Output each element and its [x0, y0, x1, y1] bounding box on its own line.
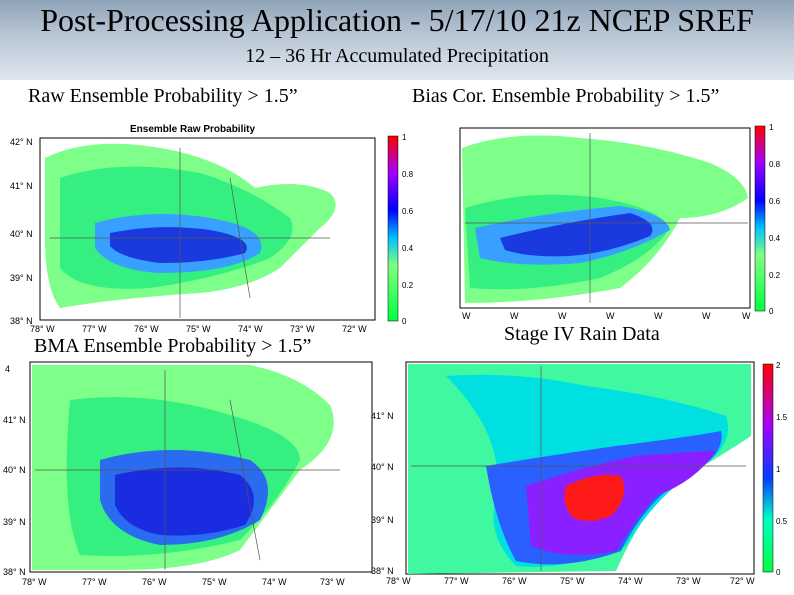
colorbar-tick: 2 [776, 361, 781, 370]
colorbar-tick: 1.5 [776, 413, 788, 422]
lon-label: 75° W [186, 324, 211, 334]
colorbar-tick: 0.4 [402, 244, 414, 253]
lon-label: 73° W [320, 577, 345, 587]
lon-label: 77° W [82, 577, 107, 587]
lat-label: 40° N [371, 462, 394, 472]
lat-label: 38° N [371, 566, 394, 576]
lon-label: W [742, 311, 751, 321]
lon-label: 74° W [618, 576, 643, 586]
lon-label: 75° W [560, 576, 585, 586]
lon-label: 74° W [238, 324, 263, 334]
lat-label: 42° N [10, 137, 33, 147]
lon-label: W [606, 311, 615, 321]
panel-label-stage4: Stage IV Rain Data [504, 323, 660, 345]
map-panel-bias: 1 0.8 0.6 0.4 0.2 0 W W W W W W W [420, 118, 794, 323]
lon-label: W [702, 311, 711, 321]
lon-label: 78° W [30, 324, 55, 334]
lon-label: 78° W [386, 576, 411, 586]
panel-label-bma: BMA Ensemble Probability > 1.5” [34, 335, 312, 357]
colorbar-tick: 0.8 [769, 160, 781, 169]
lon-label: 73° W [290, 324, 315, 334]
map-title: Ensemble Raw Probability [130, 124, 255, 135]
panel-label-raw: Raw Ensemble Probability > 1.5” [28, 85, 298, 107]
lat-label: 4 [5, 364, 10, 374]
colorbar-tick: 0.2 [769, 271, 781, 280]
lon-label: 78° W [22, 577, 47, 587]
colorbar [762, 363, 774, 573]
map-panel-stage4: 2 1.5 1 0.5 0 41° N 40° N 39° N 38° N 78… [366, 356, 794, 595]
lon-label: W [654, 311, 663, 321]
lon-label: 76° W [502, 576, 527, 586]
colorbar-tick: 0.8 [402, 170, 414, 179]
lat-label: 39° N [3, 517, 26, 527]
colorbar-tick: 1 [402, 133, 407, 142]
colorbar-tick: 0.6 [769, 197, 781, 206]
map-panel-bma: 4 41° N 40° N 39° N 38° N 78° W 77° W 76… [0, 360, 380, 595]
lat-label: 41° N [10, 181, 33, 191]
lat-label: 41° N [371, 411, 394, 421]
lon-label: 72° W [730, 576, 755, 586]
colorbar-tick: 0 [776, 568, 781, 577]
lon-label: 74° W [262, 577, 287, 587]
colorbar-tick: 0.2 [402, 281, 414, 290]
colorbar-tick: 1 [776, 465, 781, 474]
colorbar-tick: 1 [769, 123, 774, 132]
lat-label: 38° N [10, 316, 33, 326]
lon-label: W [558, 311, 567, 321]
page-subtitle: 12 – 36 Hr Accumulated Precipitation [245, 45, 549, 67]
title-banner [0, 0, 794, 80]
lon-label: 75° W [202, 577, 227, 587]
colorbar [754, 125, 766, 312]
lon-label: W [510, 311, 519, 321]
colorbar-tick: 0.4 [769, 234, 781, 243]
lon-label: 77° W [444, 576, 469, 586]
colorbar [387, 135, 399, 322]
lon-label: 72° W [342, 324, 367, 334]
lat-label: 41° N [3, 415, 26, 425]
lon-label: 77° W [82, 324, 107, 334]
lat-label: 39° N [10, 273, 33, 283]
lon-label: W [462, 311, 471, 321]
colorbar-tick: 0.6 [402, 207, 414, 216]
colorbar-tick: 0 [402, 317, 407, 326]
lat-label: 40° N [10, 229, 33, 239]
lat-label: 38° N [3, 567, 26, 577]
lon-label: 76° W [134, 324, 159, 334]
colorbar-tick: 0.5 [776, 517, 788, 526]
page-title: Post-Processing Application - 5/17/10 21… [40, 2, 754, 38]
lon-label: 76° W [142, 577, 167, 587]
lat-label: 39° N [371, 515, 394, 525]
panel-label-bias: Bias Cor. Ensemble Probability > 1.5” [412, 85, 720, 107]
lat-label: 40° N [3, 465, 26, 475]
lon-label: 73° W [676, 576, 701, 586]
map-panel-raw: Ensemble Raw Probability 1 0.8 0.6 0.4 0… [0, 118, 420, 338]
colorbar-tick: 0 [769, 307, 774, 316]
